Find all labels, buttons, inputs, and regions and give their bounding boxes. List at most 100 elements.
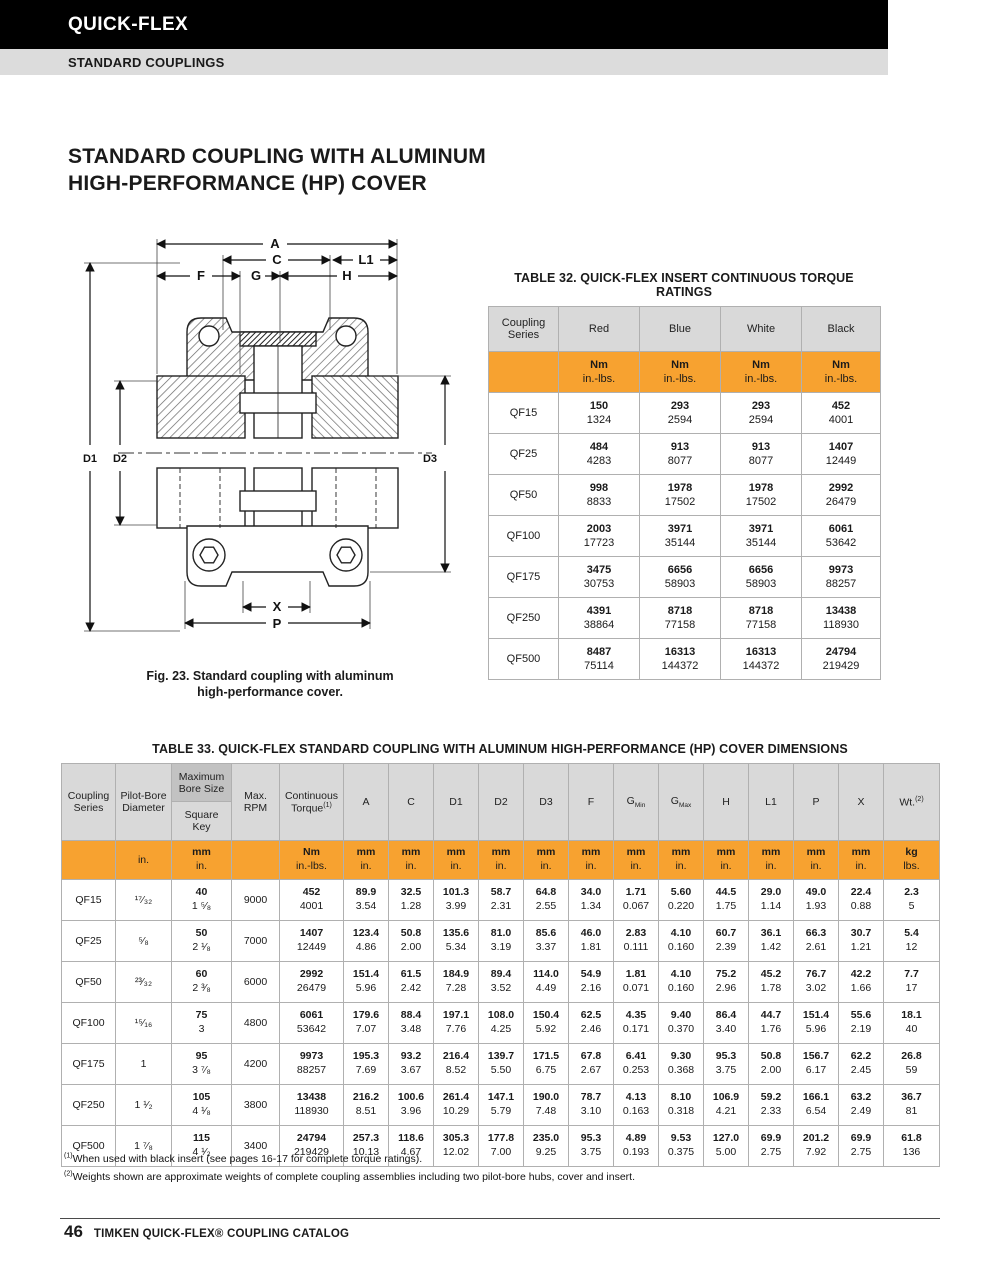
- max-bore-cell: 50 2 ¹⁄₈: [171, 920, 232, 962]
- rpm-cell: 3800: [231, 1084, 280, 1126]
- t33-units-dim: mm in.: [838, 840, 884, 880]
- dim-l1-cell: 45.2 1.78: [748, 961, 794, 1003]
- weight-cell: 61.8 136: [883, 1125, 940, 1167]
- t33-col-rpm: Max. RPM: [231, 763, 280, 841]
- value-cell: 913 8077: [639, 433, 721, 475]
- dim-l1-cell: 50.8 2.00: [748, 1043, 794, 1085]
- dim-gmax-cell: 4.10 0.160: [658, 920, 704, 962]
- table32-row: QF175 3475 30753 6656 58903 6656 58903 9973…: [488, 556, 881, 598]
- t33-units-blank: [61, 840, 116, 880]
- weight-cell: 2.3 5: [883, 879, 940, 921]
- dim-d3-cell: 171.5 6.75: [523, 1043, 569, 1085]
- t33-units-dim: mm in.: [388, 840, 434, 880]
- table32-row: QF50 998 8833 1978 17502 1978 17502 2992 264…: [488, 474, 881, 516]
- dim-f-cell: 95.3 3.75: [568, 1125, 614, 1167]
- pilot-bore-cell: ¹⁵⁄₁₆: [115, 1002, 172, 1044]
- dim-d3-cell: 114.0 4.49: [523, 961, 569, 1003]
- t32-col-white: White: [720, 306, 802, 352]
- dim-gmax-cell: 9.53 0.375: [658, 1125, 704, 1167]
- t32-col-series: Coupling Series: [488, 306, 559, 352]
- dim-a-cell: 89.9 3.54: [343, 879, 389, 921]
- value-cell: 913 8077: [720, 433, 802, 475]
- section-bar: STANDARD COUPLINGS: [0, 49, 888, 75]
- rpm-cell: 4800: [231, 1002, 280, 1044]
- table33: Coupling Series Pilot-Bore Diameter Maxi…: [61, 763, 940, 1167]
- max-bore-cell: 105 4 ¹⁄₈: [171, 1084, 232, 1126]
- max-bore-cell: 60 2 ³⁄₈: [171, 961, 232, 1003]
- table33-row: QF25 ⁵⁄₈ 50 2 ¹⁄₈ 7000 1407 12449 123.4 4.8…: [61, 920, 940, 962]
- section-label: STANDARD COUPLINGS: [68, 54, 225, 70]
- value-cell: 8487 75114: [558, 638, 640, 680]
- table32-units-row: Nm in.-lbs. Nm in.-lbs. Nm in.-lbs. Nm in.-l…: [488, 351, 881, 393]
- t33-col-d2: D2: [478, 763, 524, 841]
- t33-units-dim: mm in.: [703, 840, 749, 880]
- value-cell: 998 8833: [558, 474, 640, 516]
- value-cell: 9973 88257: [801, 556, 881, 598]
- dim-label-d3: D3: [423, 453, 437, 465]
- table33-units-row: in. mm in. Nm in.-lbs. mm in. mm in. mm in. m…: [61, 840, 940, 880]
- torque-cell: 2992 26479: [279, 961, 344, 1003]
- dim-gmin-cell: 4.13 0.163: [613, 1084, 659, 1126]
- t32-units-white: Nm in.-lbs.: [720, 351, 802, 393]
- table32-title: TABLE 32. QUICK-FLEX INSERT CONTINUOUS T…: [514, 271, 854, 299]
- figure-caption-line1: Fig. 23. Standard coupling with aluminum: [146, 669, 394, 683]
- t33-units-bore: mm in.: [171, 840, 232, 880]
- dim-label-c: C: [272, 252, 282, 267]
- figure-caption-line2: high-performance cover.: [197, 685, 343, 700]
- value-cell: 2003 17723: [558, 515, 640, 557]
- dim-c-cell: 93.2 3.67: [388, 1043, 434, 1085]
- series-cell: QF250: [61, 1084, 116, 1126]
- dim-d2-cell: 177.8 7.00: [478, 1125, 524, 1167]
- torque-cell: 13438 118930: [279, 1084, 344, 1126]
- dim-x-cell: 62.2 2.45: [838, 1043, 884, 1085]
- max-bore-cell: 75 3: [171, 1002, 232, 1044]
- dimension-arrows: [85, 239, 450, 632]
- value-cell: 3475 30753: [558, 556, 640, 598]
- footer-rule: [60, 1218, 940, 1219]
- torque-cell: 24794 219429: [279, 1125, 344, 1167]
- dim-d1-cell: 101.3 3.99: [433, 879, 479, 921]
- dim-x-cell: 63.2 2.49: [838, 1084, 884, 1126]
- dim-gmin-cell: 6.41 0.253: [613, 1043, 659, 1085]
- series-cell: QF50: [488, 474, 559, 516]
- series-cell: QF25: [61, 920, 116, 962]
- weight-cell: 36.7 81: [883, 1084, 940, 1126]
- dim-h-cell: 86.4 3.40: [703, 1002, 749, 1044]
- t32-units-black: Nm in.-lbs.: [801, 351, 881, 393]
- series-cell: QF250: [488, 597, 559, 639]
- value-cell: 452 4001: [801, 392, 881, 434]
- dim-d1-cell: 197.1 7.76: [433, 1002, 479, 1044]
- rpm-cell: 7000: [231, 920, 280, 962]
- dim-d1-cell: 261.4 10.29: [433, 1084, 479, 1126]
- value-cell: 16313 144372: [720, 638, 802, 680]
- dim-label-d2: D2: [113, 453, 127, 465]
- value-cell: 3971 35144: [720, 515, 802, 557]
- table32-row: QF500 8487 75114 16313 144372 16313 144372 …: [488, 638, 881, 680]
- t33-units-dim: mm in.: [523, 840, 569, 880]
- dim-d1-cell: 135.6 5.34: [433, 920, 479, 962]
- dim-f-cell: 46.0 1.81: [568, 920, 614, 962]
- t32-units-red: Nm in.-lbs.: [558, 351, 640, 393]
- value-cell: 3971 35144: [639, 515, 721, 557]
- dim-d3-cell: 150.4 5.92: [523, 1002, 569, 1044]
- table33-body: QF15 ¹⁷⁄₃₂ 40 1 ⁵⁄₈ 9000 452 4001 89.9 3.54…: [61, 879, 940, 1167]
- table33-row: QF500 1 ⁷⁄₈ 115 4 ¹⁄₂ 3400 24794 219429 25…: [61, 1125, 940, 1167]
- t33-col-a: A: [343, 763, 389, 841]
- brand-bar: QUICK-FLEX: [0, 0, 888, 49]
- weight-cell: 7.7 17: [883, 961, 940, 1003]
- t33-col-f: F: [568, 763, 614, 841]
- dim-gmax-cell: 5.60 0.220: [658, 879, 704, 921]
- dim-d1-cell: 216.4 8.52: [433, 1043, 479, 1085]
- dim-d2-cell: 147.1 5.79: [478, 1084, 524, 1126]
- dim-gmin-cell: 2.83 0.111: [613, 920, 659, 962]
- t33-col-series: Coupling Series: [61, 763, 116, 841]
- dim-l1-cell: 44.7 1.76: [748, 1002, 794, 1044]
- rpm-cell: 9000: [231, 879, 280, 921]
- t33-units-dim: mm in.: [613, 840, 659, 880]
- dim-x-cell: 69.9 2.75: [838, 1125, 884, 1167]
- dim-gmin-cell: 4.89 0.193: [613, 1125, 659, 1167]
- value-cell: 6061 53642: [801, 515, 881, 557]
- footnotes: (1)When used with black insert (see page…: [64, 1150, 635, 1187]
- max-bore-cell: 115 4 ¹⁄₂: [171, 1125, 232, 1167]
